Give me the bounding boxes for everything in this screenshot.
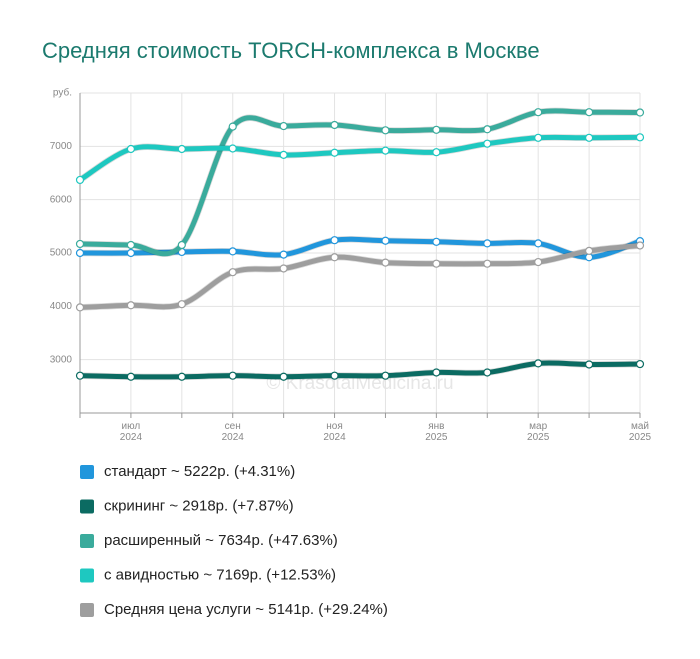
x-tick-label: ноя 2024 bbox=[323, 421, 346, 443]
point bbox=[228, 268, 237, 277]
x-tick-label: янв 2025 bbox=[425, 421, 448, 443]
point bbox=[584, 108, 594, 117]
point bbox=[330, 371, 339, 380]
point bbox=[381, 126, 390, 135]
line-outline bbox=[78, 134, 641, 183]
point bbox=[381, 236, 390, 245]
point bbox=[483, 139, 492, 148]
legend-swatch bbox=[80, 499, 94, 514]
series-line bbox=[79, 242, 641, 310]
point bbox=[177, 240, 186, 250]
point bbox=[635, 108, 645, 117]
chart-title: Средняя стоимость TORCH-комплекса в Моск… bbox=[42, 38, 540, 63]
point bbox=[126, 240, 136, 250]
legend-label: стандарт ~ 5222р. (+4.31%) bbox=[104, 463, 295, 480]
point bbox=[432, 368, 441, 377]
point bbox=[279, 150, 288, 159]
point bbox=[279, 121, 288, 131]
point bbox=[483, 125, 492, 134]
y-tick-label: 4000 bbox=[50, 301, 73, 312]
point bbox=[584, 246, 594, 255]
point bbox=[635, 359, 645, 369]
point bbox=[126, 372, 136, 381]
y-tick-label: 5000 bbox=[50, 248, 73, 259]
point bbox=[75, 175, 85, 185]
legend-label: расширенный ~ 7634р. (+47.63%) bbox=[104, 532, 338, 549]
point bbox=[381, 146, 390, 155]
point bbox=[534, 133, 543, 142]
point bbox=[432, 259, 441, 268]
point bbox=[432, 237, 441, 246]
point bbox=[126, 144, 136, 154]
point bbox=[330, 236, 339, 245]
y-tick-label: руб. bbox=[53, 87, 72, 99]
legend-label: с авидностью ~ 7169р. (+12.53%) bbox=[104, 566, 336, 583]
legend-swatch bbox=[80, 465, 94, 479]
series-line bbox=[79, 108, 641, 257]
point bbox=[228, 371, 237, 380]
point bbox=[584, 133, 594, 142]
point bbox=[330, 120, 339, 130]
point bbox=[177, 300, 186, 309]
point bbox=[381, 258, 390, 267]
point bbox=[75, 371, 85, 380]
point bbox=[330, 148, 339, 157]
point bbox=[534, 257, 543, 267]
legend-swatch bbox=[80, 534, 94, 548]
x-tick-label: мар 2025 bbox=[527, 421, 550, 443]
point bbox=[483, 239, 492, 248]
point bbox=[534, 359, 543, 368]
point bbox=[330, 253, 339, 262]
point bbox=[228, 247, 237, 256]
x-tick-label: май 2025 bbox=[628, 421, 652, 443]
point bbox=[483, 368, 492, 377]
y-tick-label: 3000 bbox=[50, 354, 73, 365]
x-tick-label: сен 2024 bbox=[221, 421, 244, 443]
point bbox=[228, 144, 237, 153]
legend-label: скрининг ~ 2918р. (+7.87%) bbox=[104, 497, 294, 514]
point bbox=[584, 360, 594, 369]
legend-label: Средняя цена услуги ~ 5141р. (+29.24%) bbox=[104, 601, 388, 618]
point bbox=[75, 303, 85, 312]
point bbox=[177, 372, 186, 381]
y-tick-label: 6000 bbox=[50, 194, 73, 205]
y-tick-label: 7000 bbox=[50, 141, 73, 152]
legend-swatch bbox=[80, 568, 94, 583]
point bbox=[126, 301, 136, 310]
point bbox=[126, 248, 136, 258]
point bbox=[635, 241, 645, 250]
series-line bbox=[78, 134, 641, 183]
point bbox=[432, 148, 441, 157]
legend-swatch bbox=[80, 603, 94, 617]
point bbox=[75, 239, 85, 249]
point bbox=[432, 125, 441, 134]
x-tick-label: июл 2024 bbox=[119, 421, 143, 443]
point bbox=[483, 259, 492, 268]
point bbox=[228, 122, 237, 131]
series-line bbox=[79, 360, 641, 380]
line-outline bbox=[79, 107, 641, 258]
point bbox=[381, 371, 390, 380]
point bbox=[75, 248, 85, 258]
point bbox=[534, 108, 543, 117]
point bbox=[279, 250, 288, 259]
point bbox=[534, 239, 543, 248]
point bbox=[635, 133, 645, 142]
point bbox=[177, 144, 186, 154]
point bbox=[279, 372, 288, 381]
point bbox=[279, 264, 288, 273]
